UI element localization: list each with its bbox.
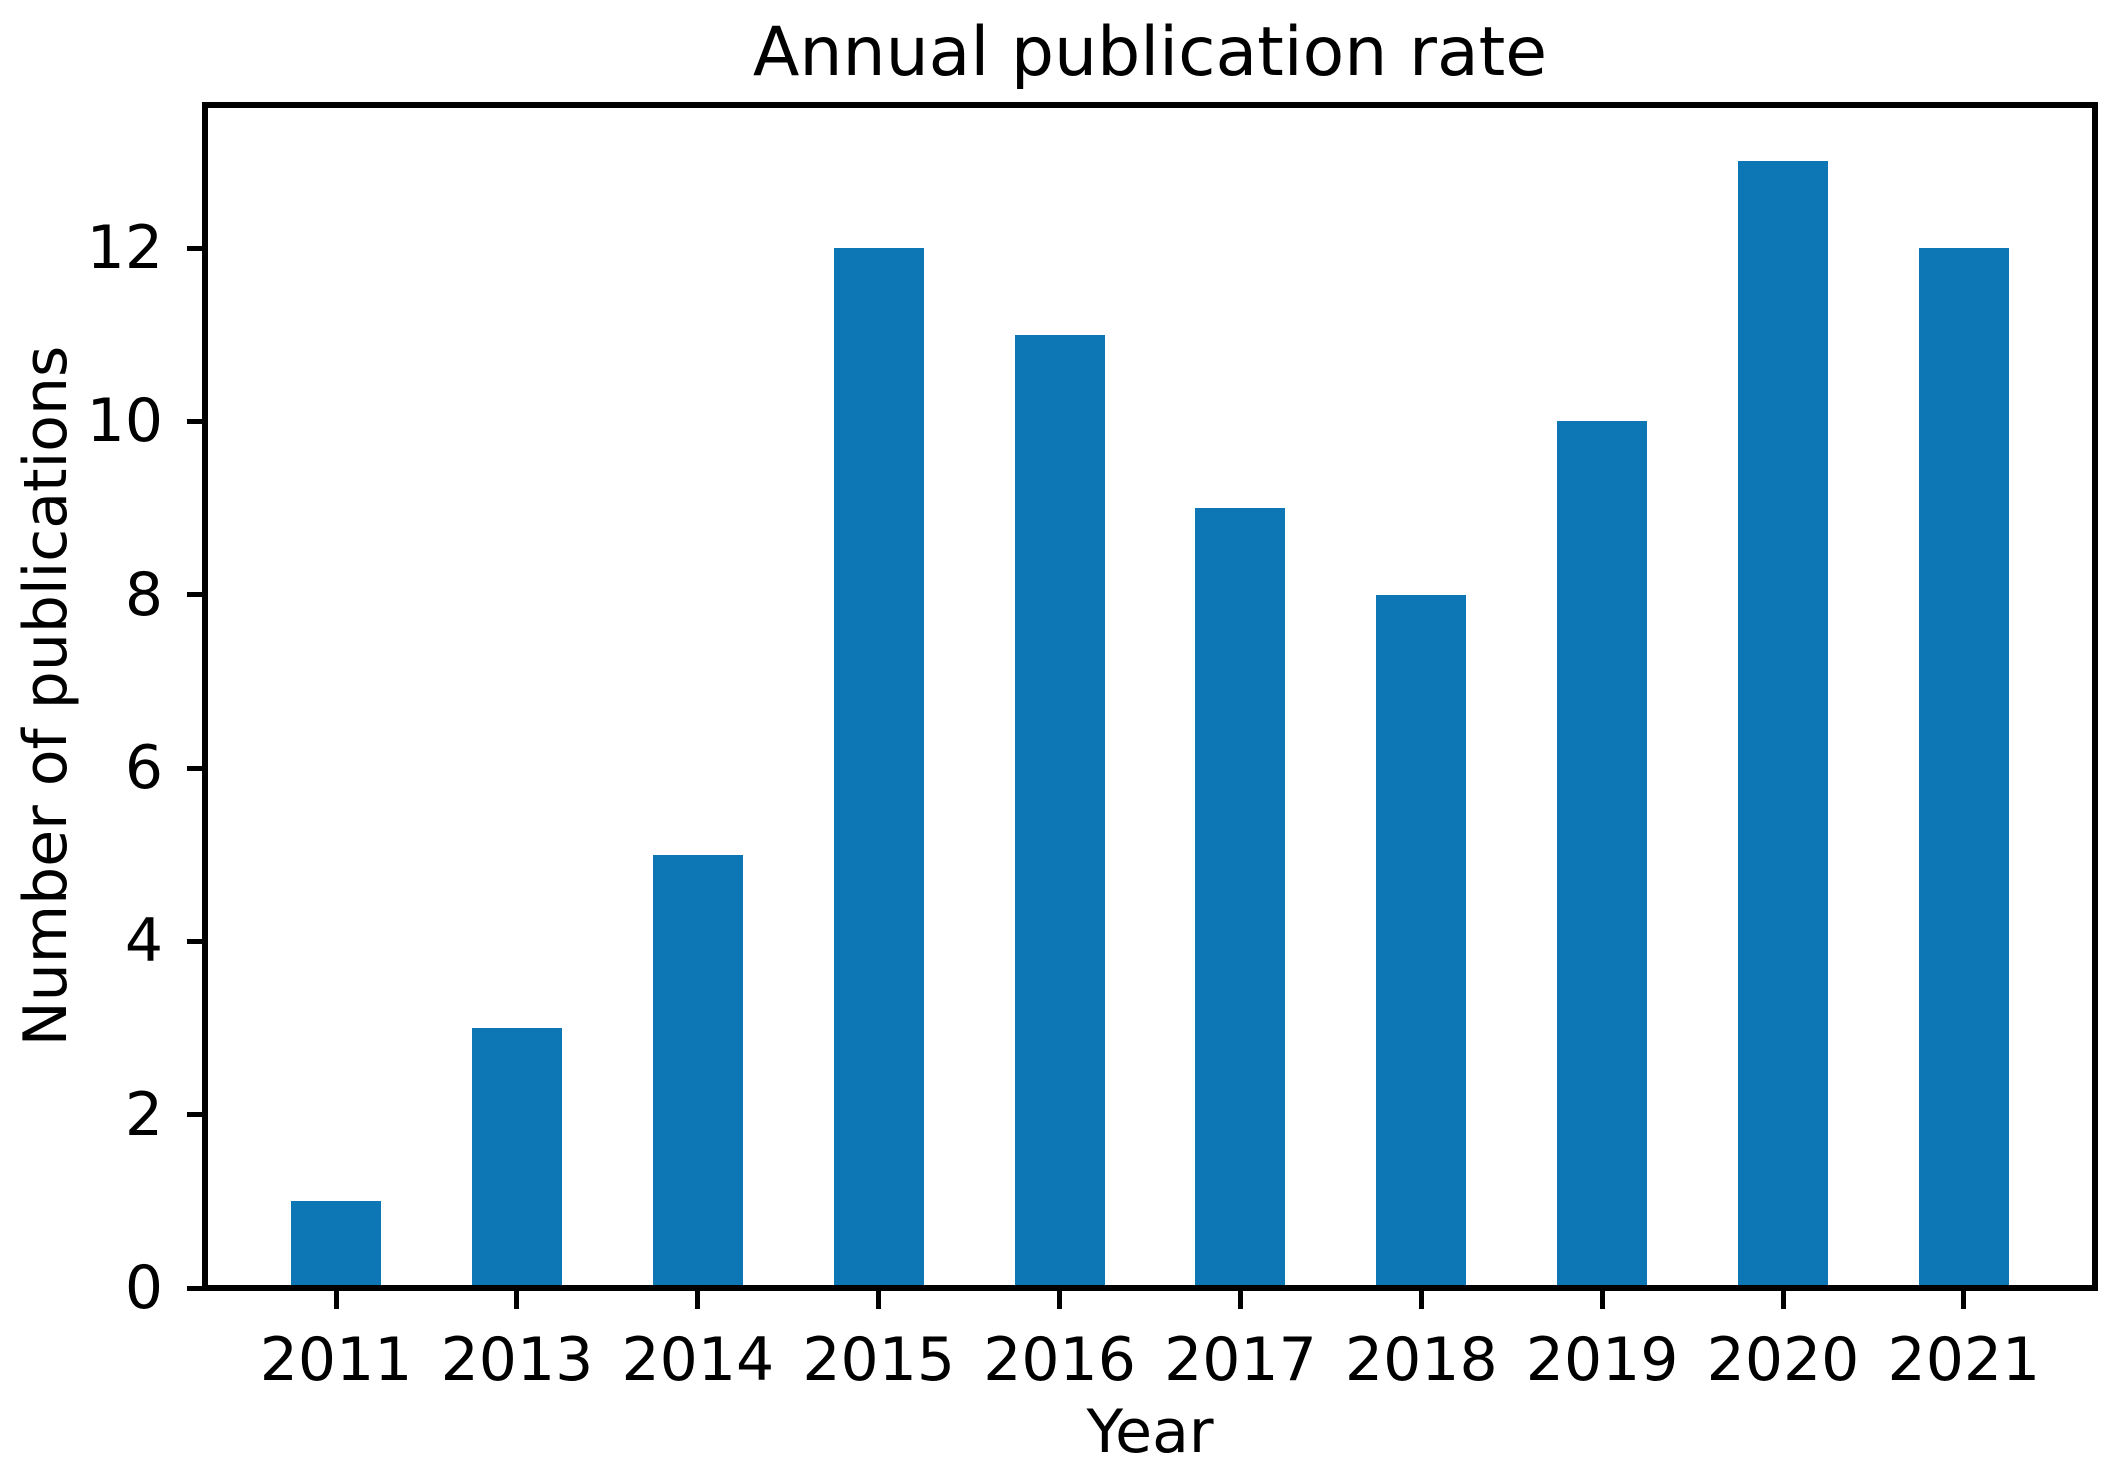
bar-2019 bbox=[1557, 421, 1648, 1288]
y-tick bbox=[187, 245, 205, 251]
y-tick bbox=[187, 418, 205, 424]
x-tick bbox=[1961, 1291, 1967, 1309]
x-tick bbox=[1780, 1291, 1786, 1309]
y-tick-label: 12 bbox=[86, 213, 163, 283]
bar-2016 bbox=[1014, 334, 1105, 1288]
y-tick-label: 8 bbox=[124, 559, 163, 630]
bottom-spine bbox=[202, 1285, 2098, 1291]
x-tick-label: 2013 bbox=[440, 1325, 594, 1395]
x-tick-label: 2018 bbox=[1344, 1325, 1498, 1395]
x-tick-label: 2014 bbox=[621, 1325, 775, 1395]
bar-2011 bbox=[291, 1201, 382, 1288]
left-spine bbox=[202, 102, 208, 1291]
y-tick bbox=[187, 592, 205, 598]
x-tick bbox=[876, 1291, 882, 1309]
chart-title: Annual publication rate bbox=[752, 13, 1548, 92]
x-tick bbox=[1599, 1291, 1605, 1309]
x-tick-label: 2019 bbox=[1525, 1325, 1679, 1395]
x-axis-label: Year bbox=[1086, 1397, 1214, 1467]
x-tick-label: 2017 bbox=[1164, 1325, 1317, 1395]
bar-2014 bbox=[652, 854, 743, 1288]
y-tick-label: 4 bbox=[124, 906, 163, 977]
bar-2013 bbox=[471, 1028, 562, 1288]
x-tick-label: 2016 bbox=[983, 1325, 1136, 1395]
x-tick bbox=[695, 1291, 701, 1309]
x-tick-label: 2020 bbox=[1706, 1325, 1860, 1395]
y-tick bbox=[187, 938, 205, 944]
x-tick-label: 2015 bbox=[802, 1325, 956, 1395]
y-tick-label: 6 bbox=[124, 733, 163, 803]
x-tick-label: 2011 bbox=[259, 1325, 413, 1395]
x-tick bbox=[514, 1291, 520, 1309]
plot-area bbox=[205, 105, 2095, 1288]
x-tick-label: 2021 bbox=[1887, 1325, 2041, 1395]
x-tick bbox=[1237, 1291, 1243, 1309]
right-spine bbox=[2092, 102, 2098, 1291]
bar-2021 bbox=[1918, 248, 2009, 1288]
x-tick bbox=[1418, 1291, 1424, 1309]
y-tick bbox=[187, 1112, 205, 1118]
y-tick bbox=[187, 1285, 205, 1291]
x-tick bbox=[333, 1291, 339, 1309]
bar-2018 bbox=[1376, 594, 1467, 1288]
y-tick-label: 10 bbox=[86, 386, 163, 457]
bar-2015 bbox=[833, 248, 924, 1288]
top-spine bbox=[202, 102, 2098, 108]
y-tick bbox=[187, 765, 205, 771]
y-tick-label: 0 bbox=[124, 1253, 163, 1323]
bar-2020 bbox=[1738, 161, 1828, 1288]
bar-2017 bbox=[1195, 508, 1286, 1288]
x-tick bbox=[1057, 1291, 1063, 1309]
y-tick-label: 2 bbox=[124, 1079, 163, 1150]
